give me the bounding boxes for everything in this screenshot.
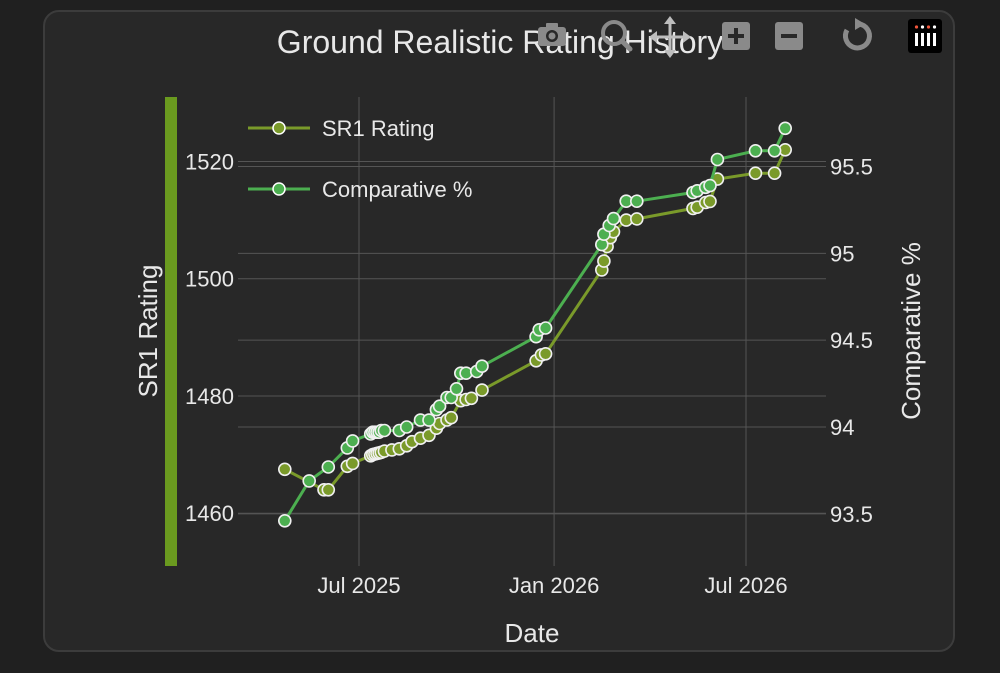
data-point: [748, 144, 763, 158]
data-point: [432, 399, 447, 414]
y-left-tick-label: 1520: [185, 149, 234, 174]
zoom-out-icon[interactable]: [775, 22, 803, 50]
y-right-tick-label: 95.5: [830, 154, 873, 179]
data-point: [475, 359, 489, 374]
series-comparative: [277, 121, 793, 528]
legend-item-sr1[interactable]: SR1 Rating: [248, 116, 435, 141]
legend[interactable]: SR1 Rating Comparative %: [248, 116, 472, 202]
y-right-axis-title: Comparative %: [896, 242, 926, 420]
series-layer: [277, 121, 793, 528]
series-sr1-rating: [277, 143, 793, 497]
legend-comparative-marker: [272, 182, 286, 196]
data-point: [703, 178, 717, 193]
y-right-tick-label: 94.5: [830, 328, 873, 353]
data-point: [767, 144, 782, 158]
reset-icon[interactable]: [842, 18, 872, 51]
legend-sr1-label: SR1 Rating: [322, 116, 435, 141]
data-point: [778, 121, 793, 136]
data-point: [703, 194, 717, 209]
x-axis-title: Date: [505, 618, 560, 648]
y-right-tick-label: 93.5: [830, 502, 873, 527]
zoom-in-icon[interactable]: [722, 22, 750, 50]
data-point: [748, 166, 763, 180]
legend-item-comparative[interactable]: Comparative %: [248, 177, 472, 202]
data-point: [377, 423, 392, 438]
x-tick-label: Jul 2025: [317, 573, 400, 598]
legend-sr1-marker: [272, 121, 286, 135]
data-point: [444, 410, 459, 425]
zoom-icon[interactable]: [601, 20, 633, 52]
data-point: [538, 321, 553, 335]
data-point: [277, 462, 292, 477]
data-point: [321, 460, 336, 474]
chart-card: [43, 10, 955, 652]
legend-comparative-label: Comparative %: [322, 177, 472, 202]
data-point: [767, 166, 782, 180]
data-point: [606, 211, 621, 226]
x-tick-label: Jan 2026: [509, 573, 600, 598]
data-point: [449, 381, 464, 396]
data-point: [399, 420, 414, 434]
camera-icon[interactable]: [538, 23, 566, 46]
chart-title: Ground Realistic Rating History: [277, 24, 723, 60]
data-point: [710, 152, 725, 167]
plotly-logo-icon[interactable]: [908, 19, 942, 53]
y-left-tick-label: 1480: [185, 384, 234, 409]
data-point: [597, 254, 611, 268]
y-left-tick-label: 1500: [185, 267, 234, 292]
data-point: [475, 383, 489, 397]
y-left-axis-bar: [165, 97, 177, 566]
y-left-axis-title: SR1 Rating: [133, 265, 163, 398]
y-right-tick-label: 94: [830, 415, 854, 440]
data-point: [464, 391, 479, 406]
data-point: [321, 482, 336, 497]
data-point: [345, 434, 360, 448]
data-point: [277, 513, 292, 528]
data-point: [629, 212, 644, 226]
pan-icon[interactable]: [649, 16, 691, 58]
y-right-tick-label: 95: [830, 241, 854, 266]
data-point: [302, 474, 317, 488]
tick-layer: Jul 2025 Jan 2026 Jul 2026 1460 1480 1500 1520…: [185, 149, 873, 598]
data-point: [538, 346, 553, 361]
x-tick-label: Jul 2026: [704, 573, 787, 598]
y-left-tick-label: 1460: [185, 501, 234, 526]
data-point: [629, 194, 644, 208]
modebar: [538, 16, 942, 58]
data-point: [345, 456, 360, 471]
data-point: [422, 413, 436, 427]
